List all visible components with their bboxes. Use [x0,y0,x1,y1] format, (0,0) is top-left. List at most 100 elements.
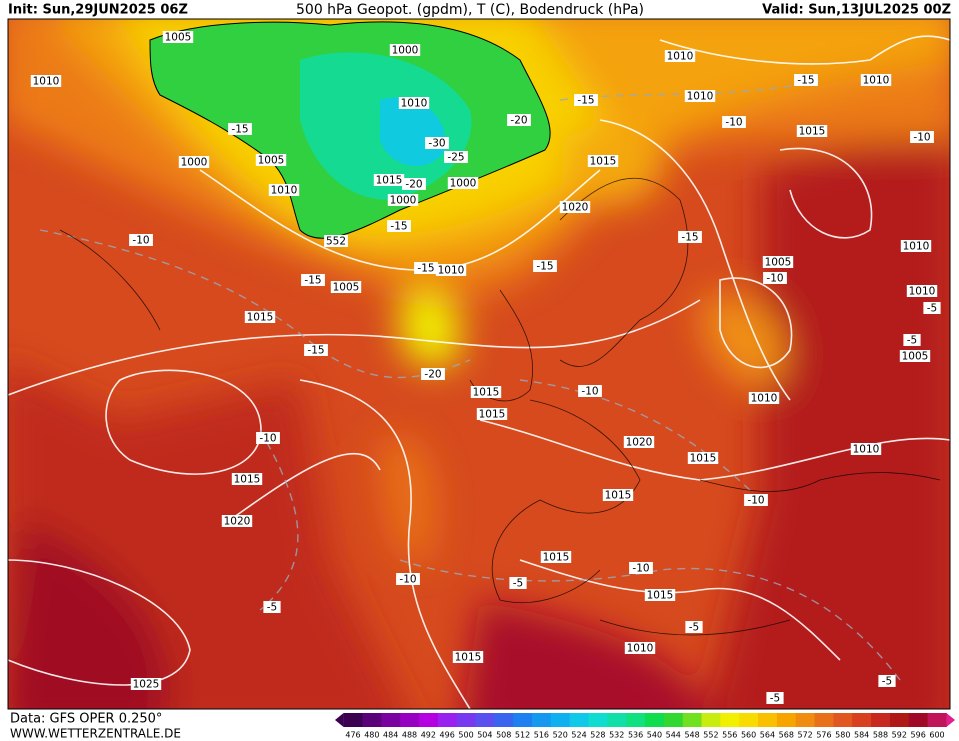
colorbar-swatch [833,713,853,727]
colorbar-tick-label: 588 [873,731,888,740]
isotherm-label: -30 [428,138,445,150]
colorbar-tick-label: 508 [496,731,511,740]
isobar-label-box [268,184,300,196]
colorbar-swatch [437,713,458,727]
colorbar-swatch [456,713,476,727]
colorbar-tick-label: 512 [515,731,530,740]
colorbar-swatch [626,713,646,727]
colorbar-swatch [343,713,363,727]
colorbar-tick-label: 552 [703,731,718,740]
isobar-label: 1020 [224,516,251,528]
colorbar-swatch [400,713,420,727]
map-title: 500 hPa Geopot. (gpdm), T (C), Bodendruc… [296,2,644,18]
isobar-label-box [244,311,276,323]
isobar-label: 1015 [376,175,403,187]
isobar-label: 1005 [258,155,285,167]
isobar-label: 1015 [247,312,274,324]
isobar-label-box [762,256,794,268]
isotherm-label: -5 [927,303,937,315]
isobar-label-box [850,443,882,455]
isotherm-label: -25 [447,152,464,164]
colorbar: 476 480 484 488 492 496 500 504 508 512 516 520 524 5… [335,713,955,740]
isotherm-label: -10 [747,495,764,507]
isobar-label-box [664,50,696,62]
isobar-label: 1015 [799,126,826,138]
isotherm-label-box [574,94,598,106]
isotherm-label-box [301,274,325,286]
isotherm-label-box [129,234,153,246]
isobar-label-box [899,350,931,362]
colorbar-tick-label: 592 [892,731,907,740]
colorbar-tick-label: 556 [722,731,737,740]
colorbar-swatch [362,713,382,727]
isobar-label: 1010 [271,185,298,197]
isotherm-label: -20 [405,179,422,191]
isobar-label-box [452,651,484,663]
isobar-label: 1000 [181,157,208,169]
colorbar-tick-label: 528 [590,731,605,740]
isobar-label-box [687,452,719,464]
isotherm-label: -5 [689,622,699,634]
isotherm-label: -10 [399,574,416,586]
colorbar-tick-label: 488 [402,731,417,740]
isobar-label-box [447,177,479,189]
colorbar-swatch [663,713,684,727]
isotherm-label-box [256,432,280,444]
colorbar-tick-label: 516 [534,731,549,740]
isotherm-label-box [304,344,328,356]
isobar-label-box [389,44,421,56]
colorbar-swatch [739,713,759,727]
isotherm-label: -10 [632,563,649,575]
isotherm-label: -10 [766,273,783,285]
isotherm-label-box [629,562,653,574]
isotherm-label: -10 [913,132,930,144]
isobar-label: 1015 [605,490,632,502]
isotherm-label-box [763,272,787,284]
isotherm-label: -5 [513,578,523,590]
isobar-label: 1010 [751,393,778,405]
isotherm-label: -15 [536,261,553,273]
colorbar-swatch [814,713,834,727]
colorbar-swatch [758,713,778,727]
isotherm-label-box [744,494,768,506]
colorbar-tick-label: 484 [383,731,398,740]
colorbar-tick-label: 596 [911,731,926,740]
colorbar-tick-label: 576 [816,731,831,740]
isobar-label-box [900,240,932,252]
colorbar-tick-label: 580 [835,731,850,740]
geopotential-label-box [324,235,348,247]
isobar-label: 1000 [392,45,419,57]
colorbar-tick-label: 504 [477,731,492,740]
isobar-label: 1010 [687,91,714,103]
isobar-label: 1010 [863,75,890,87]
isobar-label: 1015 [647,590,674,602]
colorbar-tick-label: 560 [741,731,756,740]
colorbar-swatch [513,713,533,727]
isotherm-label: -10 [725,117,742,129]
isobar-label-box [748,392,780,404]
isobar-label-box [860,74,892,86]
isobar-label-box [623,436,655,448]
colorbar-swatch [531,713,552,727]
isobar-label: 1015 [543,552,570,564]
isobar-label: 1015 [479,409,506,421]
isotherm-label-box [425,137,449,149]
colorbar-tick-label: 480 [364,731,379,740]
isobar-label-box [559,201,591,213]
isotherm-label-box [228,123,252,135]
colorbar-swatch [682,713,703,727]
isobar-label-box [624,642,656,654]
colorbar-swatch [701,713,721,727]
isotherm-label-box [794,74,818,86]
isobar-label: 1005 [902,351,929,363]
isotherm-label-box [387,220,411,232]
isobar-label: 1010 [667,51,694,63]
isotherm-label-box [421,368,445,380]
geopotential-label: 552 [326,236,346,248]
colorbar-swatch [381,713,401,727]
isotherm-label-box [263,601,281,613]
colorbar-swatch [889,713,910,727]
